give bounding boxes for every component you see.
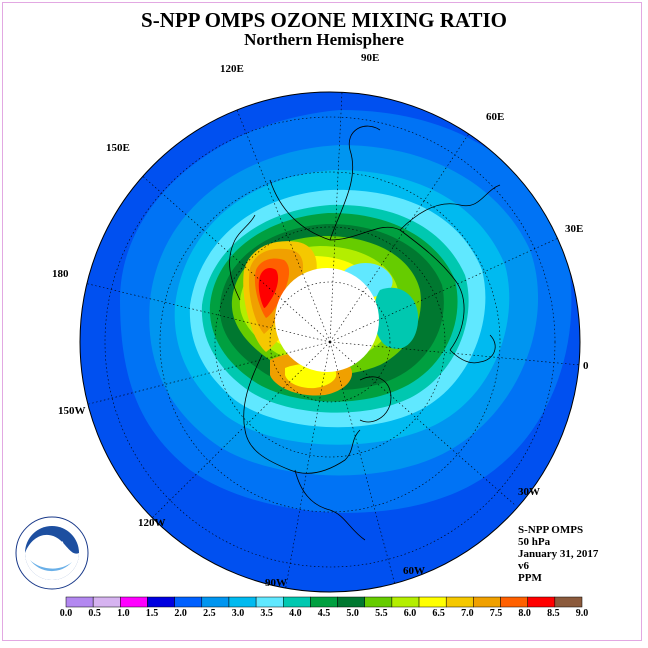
ozone-field (80, 92, 580, 592)
map-title: S-NPP OMPS OZONE MIXING RATIO (141, 8, 507, 32)
lon-label-60w: 60W (403, 565, 425, 577)
colorbar-tick-label: 4.0 (289, 608, 302, 619)
colorbar-tick-label: 1.0 (117, 608, 130, 619)
lon-label-120e: 120E (220, 63, 244, 75)
info-version: v6 (518, 560, 529, 572)
colorbar-tick-label: 2.0 (174, 608, 187, 619)
info-block: S-NPP OMPS 50 hPa January 31, 2017 v6 PP… (518, 524, 598, 584)
info-date: January 31, 2017 (518, 548, 599, 560)
colorbar-tick-labels: 0.0 0.5 1.0 1.5 2.0 2.5 3.0 3.5 4.0 4.5 5.0 5.5 6.0 6… (0, 608, 648, 622)
info-level: 50 hPa (518, 536, 551, 548)
lon-label-180: 180 (52, 268, 69, 280)
colorbar-tick-label: 5.0 (346, 608, 359, 619)
lon-label-90w: 90W (265, 577, 287, 589)
lon-label-30w: 30W (518, 486, 540, 498)
colorbar-tick-label: 1.5 (145, 608, 159, 619)
colorbar-tick-label: 0.0 (59, 608, 73, 619)
colorbar-tick-label: 5.5 (375, 608, 388, 619)
info-units: PPM (518, 572, 542, 584)
colorbar-tick-label: 4.5 (317, 608, 331, 619)
lon-label-30e: 30E (565, 223, 584, 235)
lon-label-120w: 120W (138, 517, 166, 529)
colorbar-tick-label: 2.5 (203, 608, 216, 619)
colorbar-tick-label: 7.0 (461, 608, 474, 619)
colorbar-tick-label: 6.0 (403, 608, 417, 619)
lon-label-150w: 150W (58, 405, 86, 417)
map-subtitle: Northern Hemisphere (244, 30, 404, 49)
lon-label-90e: 90E (361, 52, 380, 64)
polar-night-area (275, 268, 379, 372)
info-instrument: S-NPP OMPS (518, 524, 584, 536)
colorbar-tick-label: 7.5 (489, 608, 503, 619)
colorbar-tick-label: 8.5 (547, 608, 560, 619)
lon-label-0: 0 (583, 360, 589, 372)
colorbar-tick-label: 8.0 (518, 608, 531, 619)
colorbar-tick-label: 9.0 (575, 608, 589, 619)
lon-label-60e: 60E (486, 111, 505, 123)
colorbar-tick-label: 6.5 (432, 608, 445, 619)
colorbar-tick-label: 3.5 (260, 608, 273, 619)
colorbar-tick-label: 3.0 (231, 608, 245, 619)
lon-label-150e: 150E (106, 142, 130, 154)
coastlines (229, 125, 501, 541)
map-frame (2, 2, 642, 641)
colorbar-tick-label: 0.5 (88, 608, 101, 619)
